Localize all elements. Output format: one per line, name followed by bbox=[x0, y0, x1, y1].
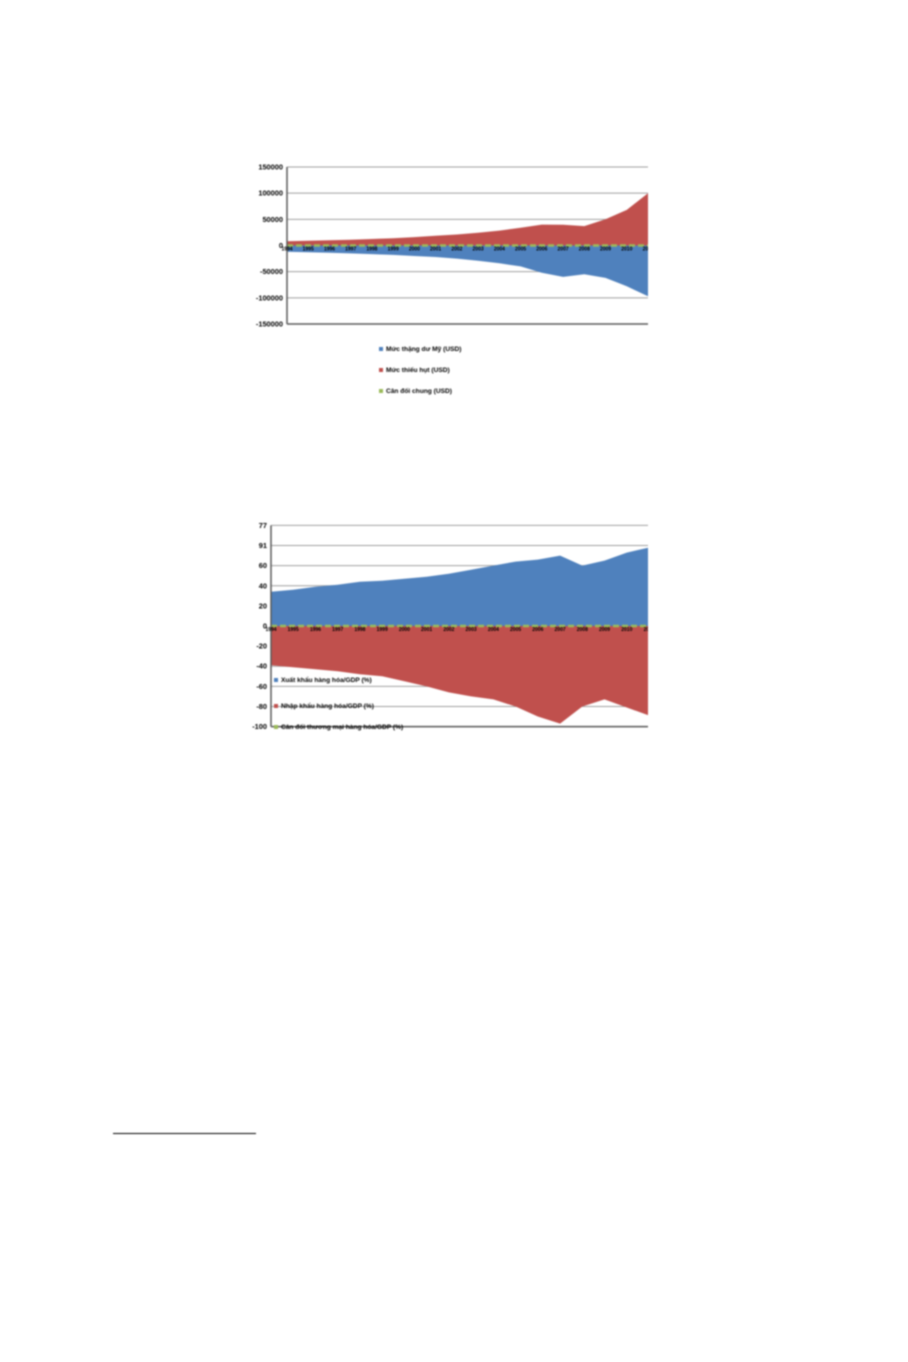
svg-text:1994: 1994 bbox=[281, 247, 292, 253]
svg-text:2001: 2001 bbox=[421, 627, 432, 633]
svg-text:2004: 2004 bbox=[488, 627, 499, 633]
svg-text:-150000: -150000 bbox=[256, 320, 283, 329]
svg-text:2008: 2008 bbox=[579, 247, 590, 253]
svg-text:2002: 2002 bbox=[451, 247, 462, 253]
svg-text:77: 77 bbox=[259, 521, 267, 530]
svg-text:2007: 2007 bbox=[558, 247, 569, 253]
svg-text:2007: 2007 bbox=[555, 627, 566, 633]
svg-text:2002: 2002 bbox=[443, 627, 454, 633]
svg-text:60: 60 bbox=[259, 561, 267, 570]
svg-text:2000: 2000 bbox=[409, 247, 420, 253]
svg-text:2005: 2005 bbox=[515, 247, 526, 253]
svg-text:-80: -80 bbox=[256, 702, 267, 711]
svg-text:2011: 2011 bbox=[643, 247, 648, 253]
svg-text:1998: 1998 bbox=[354, 627, 365, 633]
svg-text:100000: 100000 bbox=[258, 189, 283, 198]
svg-text:2010: 2010 bbox=[621, 627, 632, 633]
svg-text:2003: 2003 bbox=[466, 627, 477, 633]
svg-text:1995: 1995 bbox=[303, 247, 314, 253]
svg-text:2009: 2009 bbox=[599, 627, 610, 633]
svg-text:-20: -20 bbox=[256, 642, 267, 651]
svg-text:2011: 2011 bbox=[644, 627, 648, 633]
svg-text:1998: 1998 bbox=[366, 247, 377, 253]
svg-text:-40: -40 bbox=[256, 662, 267, 671]
svg-text:1994: 1994 bbox=[265, 627, 276, 633]
svg-text:1997: 1997 bbox=[345, 247, 356, 253]
svg-text:2001: 2001 bbox=[430, 247, 441, 253]
svg-text:-50000: -50000 bbox=[260, 267, 283, 276]
svg-text:1997: 1997 bbox=[332, 627, 343, 633]
svg-text:-60: -60 bbox=[256, 682, 267, 691]
svg-text:50000: 50000 bbox=[262, 215, 283, 224]
svg-text:2006: 2006 bbox=[536, 247, 547, 253]
svg-text:20: 20 bbox=[259, 601, 267, 610]
svg-text:40: 40 bbox=[259, 581, 267, 590]
svg-text:1999: 1999 bbox=[377, 627, 388, 633]
svg-text:1995: 1995 bbox=[288, 627, 299, 633]
svg-text:2005: 2005 bbox=[510, 627, 521, 633]
svg-text:1999: 1999 bbox=[388, 247, 399, 253]
svg-text:2003: 2003 bbox=[473, 247, 484, 253]
svg-text:2008: 2008 bbox=[577, 627, 588, 633]
svg-text:150000: 150000 bbox=[258, 163, 283, 172]
svg-text:2006: 2006 bbox=[532, 627, 543, 633]
svg-text:-100: -100 bbox=[252, 722, 267, 731]
svg-text:2009: 2009 bbox=[600, 247, 611, 253]
svg-text:2000: 2000 bbox=[399, 627, 410, 633]
svg-text:91: 91 bbox=[259, 541, 267, 550]
svg-text:1996: 1996 bbox=[310, 627, 321, 633]
svg-text:2010: 2010 bbox=[621, 247, 632, 253]
svg-text:1996: 1996 bbox=[324, 247, 335, 253]
svg-text:2004: 2004 bbox=[494, 247, 505, 253]
svg-text:-100000: -100000 bbox=[256, 293, 283, 302]
